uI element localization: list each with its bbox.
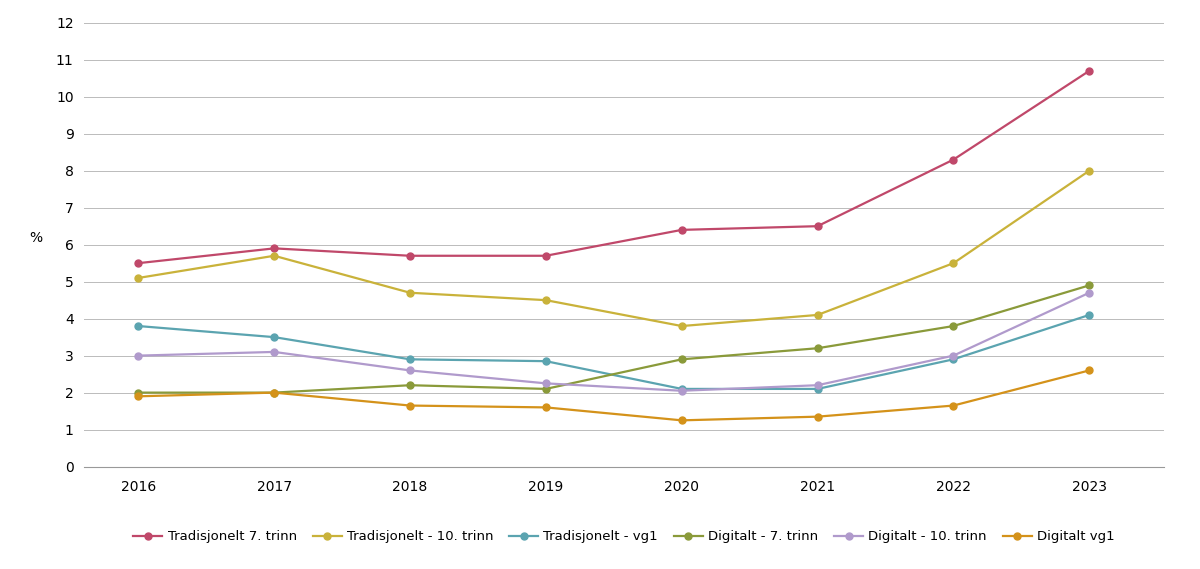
- Tradisjonelt 7. trinn: [810, 223, 824, 230]
- Digitalt vg1: [674, 417, 689, 424]
- Digitalt - 10. trinn: [539, 380, 553, 387]
- Digitalt - 7. trinn: [131, 389, 145, 396]
- Tradisjonelt - vg1: [266, 334, 281, 341]
- Digitalt vg1: [131, 393, 145, 400]
- Tradisjonelt - 10. trinn: [131, 275, 145, 282]
- Tradisjonelt - vg1: [674, 386, 689, 393]
- Tradisjonelt - vg1: [947, 356, 961, 363]
- Line: Tradisjonelt - vg1: Tradisjonelt - vg1: [134, 311, 1093, 393]
- Digitalt vg1: [1082, 367, 1097, 374]
- Digitalt - 7. trinn: [674, 356, 689, 363]
- Digitalt vg1: [810, 413, 824, 420]
- Digitalt - 7. trinn: [403, 382, 418, 389]
- Digitalt - 10. trinn: [674, 387, 689, 394]
- Digitalt vg1: [539, 404, 553, 411]
- Line: Tradisjonelt - 10. trinn: Tradisjonelt - 10. trinn: [134, 167, 1093, 329]
- Tradisjonelt - vg1: [810, 386, 824, 393]
- Tradisjonelt - vg1: [131, 323, 145, 329]
- Line: Digitalt vg1: Digitalt vg1: [134, 367, 1093, 424]
- Digitalt - 10. trinn: [266, 348, 281, 355]
- Tradisjonelt 7. trinn: [403, 253, 418, 259]
- Line: Digitalt - 7. trinn: Digitalt - 7. trinn: [134, 282, 1093, 396]
- Digitalt - 10. trinn: [403, 367, 418, 374]
- Tradisjonelt 7. trinn: [131, 259, 145, 266]
- Tradisjonelt - vg1: [539, 358, 553, 365]
- Tradisjonelt - 10. trinn: [1082, 167, 1097, 174]
- Digitalt - 7. trinn: [1082, 282, 1097, 289]
- Tradisjonelt - vg1: [403, 356, 418, 363]
- Digitalt vg1: [266, 389, 281, 396]
- Tradisjonelt - 10. trinn: [810, 312, 824, 319]
- Line: Tradisjonelt 7. trinn: Tradisjonelt 7. trinn: [134, 67, 1093, 267]
- Digitalt - 7. trinn: [947, 323, 961, 329]
- Digitalt - 10. trinn: [131, 352, 145, 359]
- Y-axis label: %: %: [29, 230, 42, 245]
- Digitalt vg1: [947, 402, 961, 409]
- Legend: Tradisjonelt 7. trinn, Tradisjonelt - 10. trinn, Tradisjonelt - vg1, Digitalt - : Tradisjonelt 7. trinn, Tradisjonelt - 10…: [128, 525, 1120, 549]
- Tradisjonelt - vg1: [1082, 312, 1097, 319]
- Digitalt - 10. trinn: [810, 382, 824, 389]
- Digitalt - 7. trinn: [539, 386, 553, 393]
- Digitalt - 10. trinn: [1082, 290, 1097, 296]
- Tradisjonelt - 10. trinn: [674, 323, 689, 329]
- Tradisjonelt 7. trinn: [539, 253, 553, 259]
- Digitalt - 7. trinn: [266, 389, 281, 396]
- Tradisjonelt - 10. trinn: [539, 297, 553, 304]
- Tradisjonelt - 10. trinn: [266, 253, 281, 259]
- Tradisjonelt 7. trinn: [266, 245, 281, 252]
- Digitalt - 7. trinn: [810, 345, 824, 352]
- Tradisjonelt - 10. trinn: [947, 259, 961, 266]
- Tradisjonelt - 10. trinn: [403, 290, 418, 296]
- Tradisjonelt 7. trinn: [947, 156, 961, 163]
- Digitalt - 10. trinn: [947, 352, 961, 359]
- Tradisjonelt 7. trinn: [1082, 68, 1097, 75]
- Line: Digitalt - 10. trinn: Digitalt - 10. trinn: [134, 289, 1093, 394]
- Tradisjonelt 7. trinn: [674, 226, 689, 233]
- Digitalt vg1: [403, 402, 418, 409]
